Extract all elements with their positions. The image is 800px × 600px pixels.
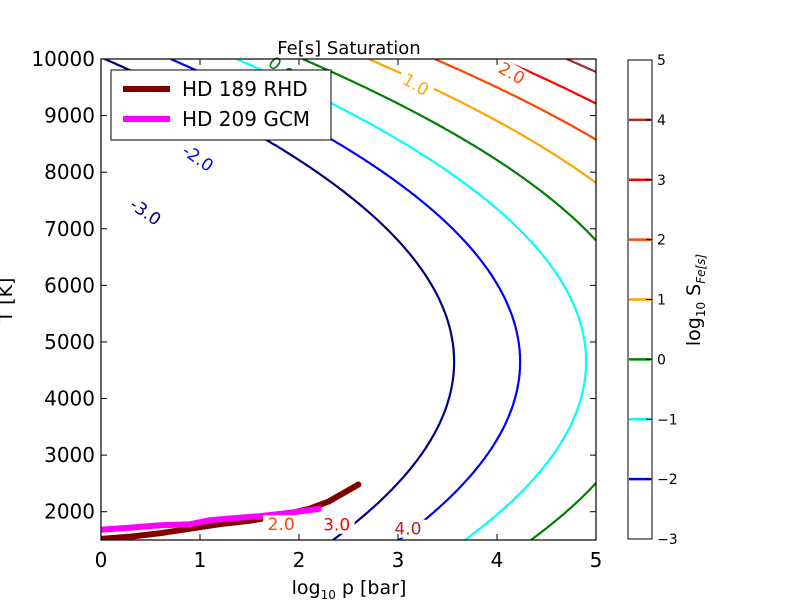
x-tick-label: 3 [392,548,405,572]
contour-label-1: -2.0 [178,141,217,176]
colorbar-tick-label: 3 [657,173,666,189]
contour-labels: -3.0-2.01.0 2.02.0 3.0 4.00.0 [125,50,532,540]
contour-line-2 [236,59,588,540]
plot-frame [100,58,597,541]
x-tick-label: 1 [194,548,207,572]
legend: HD 189 RHD HD 209 GCM [110,69,332,141]
colorbar-tick-label: 5 [657,53,666,69]
x-axis: 0 1 2 3 4 5 [95,59,603,572]
y-tick-label: 6000 [44,273,95,297]
colorbar: −3 −2 −1 0 1 2 3 4 5 [627,53,678,548]
contour-label-6: 4.0 [394,520,421,540]
x-axis-label: log10 p [bar] [292,577,407,600]
y-tick-label: 10000 [31,47,95,71]
x-tick-label: 4 [491,548,504,572]
chart-title: Fe[s] Saturation [277,38,420,59]
colorbar-tick-label: −2 [657,472,678,488]
colorbar-tick-label: −3 [657,532,678,548]
colorbar-tick-label: 1 [657,293,666,309]
colorbar-label: log10 SFe[s] [683,254,708,347]
x-tick-label: 5 [590,548,603,572]
contour-line-4 [368,59,596,185]
series-layer [101,481,362,540]
contour-label-5: 3.0 [323,516,350,536]
legend-label-hd189: HD 189 RHD [182,77,308,101]
colorbar-tick-label: 0 [657,352,666,368]
legend-label-hd209: HD 209 GCM [182,107,310,131]
y-tick-label: 7000 [44,217,95,241]
contour-line-3 [302,59,596,540]
y-tick-label: 2000 [44,500,95,524]
y-axis: 2000 3000 4000 5000 6000 7000 8000 9000 10000 [31,47,596,524]
x-tick-label: 0 [95,548,108,572]
colorbar-tick-label: 2 [657,233,666,249]
y-tick-label: 8000 [44,160,95,184]
contour-line-5 [434,59,596,141]
series-line-hd189 [101,481,362,540]
y-axis-label: T [K] [0,278,17,324]
y-tick-label: 4000 [44,387,95,411]
colorbar-tick-label: 4 [657,113,666,129]
y-tick-label: 3000 [44,443,95,467]
y-tick-label: 5000 [44,330,95,354]
x-tick-label: 2 [293,548,306,572]
contour-label-0: -3.0 [126,195,165,230]
colorbar-tick-label: −1 [657,412,678,428]
contour-label-4: 2.0 [268,515,295,535]
y-tick-label: 9000 [44,104,95,128]
series-line-hd209 [101,505,322,533]
